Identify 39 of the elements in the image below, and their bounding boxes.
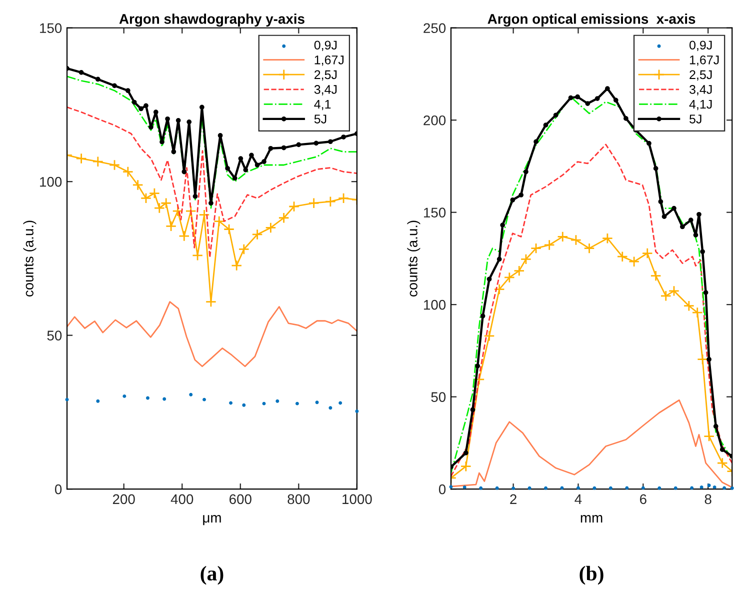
legend-label: 0,9J: [690, 40, 712, 52]
legend-label: 4,1J: [689, 100, 712, 110]
legend-label: 1,67J: [690, 55, 719, 66]
y-tick-label: 100: [424, 300, 446, 310]
y-tick-label: 0: [54, 484, 62, 494]
chart-title: Argon optical emissions x-axis: [488, 14, 696, 27]
x-tick-label: 2: [510, 494, 516, 504]
x-tick-label: 1000: [342, 494, 372, 504]
y-tick-label: 200: [424, 115, 446, 126]
legend-label: 2,5J: [314, 70, 337, 81]
legend-label: 2,5J: [690, 70, 712, 81]
legend-label: 1,67J: [314, 55, 344, 66]
y-tick-label: 150: [40, 23, 62, 34]
text: (b): [580, 566, 604, 585]
y-tick-label: 100: [40, 176, 62, 187]
legend-label: 4,1: [314, 100, 331, 110]
x-tick-label: 600: [230, 494, 252, 504]
legend-label: 5J: [690, 114, 702, 124]
legend-label: 5J: [314, 114, 326, 124]
x-tick-label: 4: [574, 494, 582, 504]
chart-title: Argon shawdography y-axis: [119, 14, 304, 27]
y-axis-title: counts (a.u.): [23, 220, 36, 296]
x-axis-title: mm: [580, 514, 602, 522]
x-tick-label: 800: [288, 494, 310, 504]
y-tick-label: 50: [47, 330, 62, 340]
y-tick-label: 150: [424, 208, 446, 218]
x-tick-label: 6: [640, 494, 646, 504]
y-tick-label: 250: [424, 23, 446, 34]
x-axis-title: μm: [203, 514, 221, 526]
x-tick-label: 8: [704, 494, 712, 504]
x-tick-label: 200: [112, 494, 135, 504]
text: (a): [200, 566, 224, 585]
y-axis-title: counts (a.u.): [407, 220, 420, 296]
y-tick-label: 0: [438, 484, 446, 494]
legend-label: 3,4J: [314, 85, 337, 96]
legend-label: 0,9J: [314, 40, 337, 52]
y-tick-label: 50: [431, 392, 446, 402]
x-tick-label: 400: [170, 494, 194, 504]
legend-label: 3,4J: [689, 85, 712, 96]
